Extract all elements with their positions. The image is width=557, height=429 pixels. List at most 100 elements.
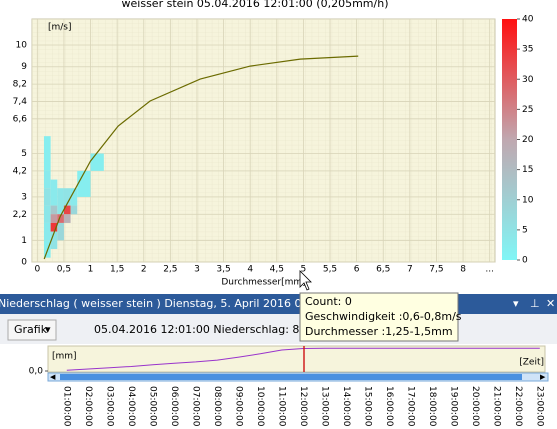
heat-cell	[43, 170, 51, 189]
grafik-arrow[interactable]: ▾	[45, 323, 51, 336]
y-axis-label: [mm]	[52, 352, 77, 362]
tooltip-line: Durchmesser :1,25-1,5mm	[305, 325, 453, 338]
heat-cell	[43, 188, 51, 206]
x-tick-label: 01:00:00	[61, 386, 71, 427]
y-tick-label: 6,6	[13, 114, 28, 124]
dropdown-icon[interactable]: ▾	[513, 297, 519, 310]
heat-cell	[50, 231, 58, 249]
y-tick-label: 9	[21, 62, 27, 72]
x-tick-label: 3,5	[216, 265, 230, 275]
x-tick-label: 14:00:00	[341, 386, 351, 427]
fall-velocity-curve	[43, 55, 359, 260]
y-tick-label: 0	[21, 258, 27, 268]
y-tick-label: 4,2	[13, 166, 27, 176]
y-axis-label: [m/s]	[48, 23, 72, 33]
heat-cell	[57, 214, 64, 223]
grafik-button[interactable]	[7, 319, 57, 341]
pin-icon[interactable]: ⊥	[530, 297, 540, 310]
close-icon[interactable]: ✕	[546, 297, 555, 310]
panel-title: Niederschlag ( weisser stein ) Dienstag,…	[0, 297, 334, 310]
x-tick-label: 5,5	[323, 265, 337, 275]
x-tick-label: 22:00:00	[513, 386, 523, 427]
x-tick-label: 10:00:00	[255, 386, 265, 427]
y-tick-label: 0,0	[29, 367, 44, 377]
colorbar-label: 0	[522, 256, 528, 266]
colorbar-label: 40	[522, 15, 534, 25]
colorbar-label: 15	[522, 165, 533, 175]
heat-cell	[57, 222, 64, 241]
x-tick-label: 4	[247, 265, 253, 275]
x-tick-label: 07:00:00	[190, 386, 200, 427]
colorbar-label: 30	[522, 75, 534, 85]
scroll-right[interactable]: ▶	[540, 373, 546, 381]
x-tick-label: 17:00:00	[405, 386, 415, 427]
x-tick-label: 09:00:00	[233, 386, 243, 427]
toolbar	[0, 314, 557, 344]
heat-cell	[90, 153, 104, 171]
x-axis-label: Durchmesser[mm]	[221, 278, 305, 288]
x-tick-label: 02:00:00	[83, 386, 93, 427]
x-tick-label: 0,5	[57, 265, 71, 275]
x-tick-label: 21:00:00	[491, 386, 501, 427]
y-tick-label: 7,4	[13, 97, 28, 107]
heat-cell	[63, 188, 71, 206]
heat-cell	[50, 222, 58, 232]
x-tick-label: 7	[407, 265, 413, 275]
x-tick-label: 13:00:00	[319, 386, 329, 427]
x-tick-label: 05:00:00	[147, 386, 157, 427]
tooltip	[299, 292, 459, 342]
x-tick-label: 18:00:00	[427, 386, 437, 427]
y-tick-label: 5	[21, 149, 27, 159]
colorbar-label: 5	[522, 225, 528, 235]
x-tick-label: 8	[460, 265, 466, 275]
scroll-left[interactable]: ◀	[50, 373, 56, 381]
x-tick-label: 08:00:00	[212, 386, 222, 427]
x-tick-label: 19:00:00	[448, 386, 458, 427]
y-tick-label: 1	[21, 236, 27, 246]
y-tick-label: 3	[21, 192, 27, 202]
tooltip-line: Count: 0	[305, 295, 352, 308]
heat-cell	[43, 153, 51, 171]
x-tick-label: 20:00:00	[470, 386, 480, 427]
y-tick-label: 2,2	[13, 210, 27, 220]
tooltip-line: Geschwindigkeit :0,6-0,8m/s	[305, 310, 462, 323]
heat-cell	[70, 188, 78, 206]
mouse-cursor	[299, 270, 312, 291]
heat-cell	[50, 205, 58, 215]
x-tick-label: ...	[485, 265, 494, 275]
x-tick-label: 2	[141, 265, 147, 275]
chart-title: weisser stein 05.04.2016 12:01:00 (0,205…	[122, 0, 389, 10]
heat-cell	[70, 205, 78, 215]
x-tick-label: 4,5	[270, 265, 284, 275]
scrollbar-thumb[interactable]	[60, 374, 522, 380]
heat-cell	[50, 214, 58, 223]
colorbar-label: 25	[522, 105, 533, 115]
heat-cell	[43, 136, 51, 154]
x-tick-label: 1	[88, 265, 94, 275]
x-tick-label: 15:00:00	[362, 386, 372, 427]
x-tick-label: 06:00:00	[169, 386, 179, 427]
x-tick-label: 7,5	[429, 265, 443, 275]
x-tick-label: 11:00:00	[276, 386, 286, 427]
x-tick-label: 12:00:00	[298, 386, 308, 427]
x-tick-label: 3	[194, 265, 200, 275]
colorbar-label: 35	[522, 45, 533, 55]
x-tick-label: 0	[34, 265, 40, 275]
lower-plot-area	[47, 345, 546, 373]
x-tick-label: 6	[354, 265, 360, 275]
x-tick-label: 1,5	[110, 265, 124, 275]
x-tick-label: 04:00:00	[126, 386, 136, 427]
heat-cell	[63, 214, 71, 223]
y-tick-label: 8,2	[13, 80, 27, 90]
colorbar	[502, 19, 517, 260]
heat-cell	[77, 170, 91, 197]
minor-grid	[32, 19, 495, 262]
heat-cell	[43, 205, 51, 223]
colorbar-label: 20	[522, 135, 534, 145]
x-tick-label: 2,5	[163, 265, 177, 275]
heat-cell	[57, 188, 64, 215]
grafik-button-label[interactable]: Grafik	[14, 323, 48, 336]
heat-cell	[63, 205, 71, 215]
